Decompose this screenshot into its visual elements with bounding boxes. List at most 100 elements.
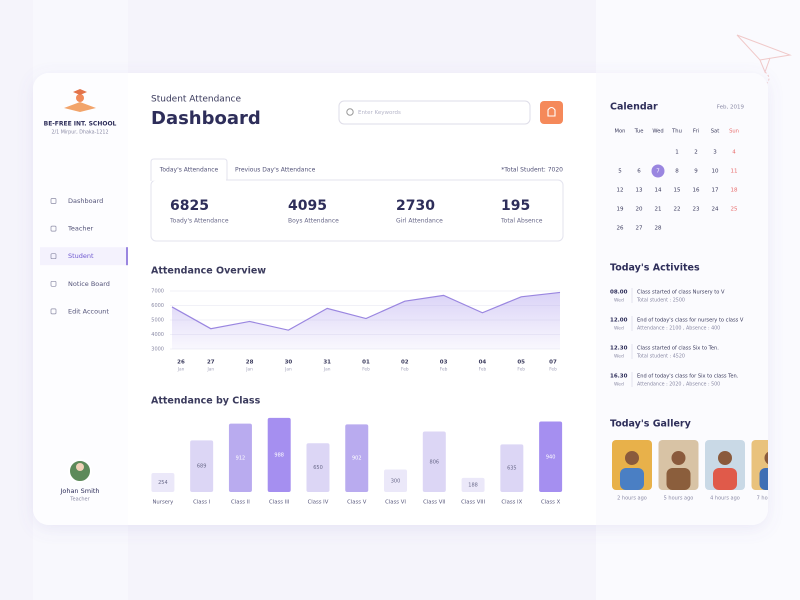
activity-day: Wed	[614, 382, 624, 388]
calendar-day[interactable]: 22	[674, 207, 681, 213]
calendar-day[interactable]: 13	[636, 188, 643, 194]
calendar-day[interactable]: 20	[636, 207, 643, 213]
value-label: 188	[468, 482, 478, 488]
x-tick-label: Class IV	[308, 500, 329, 506]
x-tick-label: 07	[549, 360, 557, 366]
stat-value: 4095	[288, 198, 327, 214]
x-tick-label: 02	[401, 360, 409, 366]
logo-book	[64, 102, 96, 112]
calendar-day[interactable]: 6	[637, 169, 641, 175]
total-students: *Total Student: 7020	[501, 167, 563, 174]
calendar-day[interactable]: 8	[675, 169, 679, 175]
activity-detail: Total student : 4520	[636, 354, 685, 360]
nav-icon	[50, 253, 57, 260]
x-tick-label: 01	[362, 360, 370, 366]
calendar-day[interactable]: 12	[617, 188, 624, 194]
x-tick-month: Jan	[245, 367, 253, 373]
activity-time: 16.30	[610, 374, 628, 380]
calendar-title: Calendar	[610, 102, 658, 113]
calendar-day[interactable]: 5	[618, 169, 622, 175]
calendar-day[interactable]: 24	[712, 207, 719, 213]
x-tick-month: Jan	[323, 367, 331, 373]
calendar-day[interactable]: 9	[694, 169, 698, 175]
calendar-day[interactable]: 1	[675, 150, 679, 156]
calendar-day[interactable]: 3	[713, 150, 717, 156]
line	[171, 291, 561, 331]
nav-item[interactable]: Student	[68, 252, 94, 260]
calendar-day[interactable]: 11	[731, 169, 738, 175]
value-label: 650	[313, 465, 323, 471]
x-tick-label: 05	[517, 360, 525, 366]
tab[interactable]: Previous Day's Attendance	[235, 167, 316, 174]
weekday: Fri	[693, 129, 699, 135]
value-label: 940	[546, 454, 556, 460]
x-tick-label: 30	[285, 360, 293, 366]
calendar-day[interactable]: 28	[655, 226, 662, 232]
bar	[461, 477, 485, 492]
calendar-day[interactable]: 14	[655, 188, 662, 194]
calendar-day[interactable]: 19	[617, 207, 624, 213]
nav-item[interactable]: Notice Board	[68, 280, 110, 288]
y-tick-label: 5000	[151, 318, 164, 324]
calendar-day[interactable]: 18	[731, 188, 738, 194]
x-tick-label: Class III	[269, 500, 290, 506]
tab[interactable]: Today's Attendance	[159, 167, 219, 174]
calendar-day[interactable]: 17	[712, 188, 719, 194]
bar	[306, 443, 330, 492]
y-tick-label: 3000	[151, 347, 164, 353]
bar	[345, 424, 369, 492]
nav-active-bar	[126, 247, 128, 266]
x-tick-label: Class VIII	[461, 500, 485, 506]
x-tick-label: Class V	[347, 500, 367, 506]
nav-item[interactable]: Dashboard	[68, 197, 103, 205]
stat-value: 195	[501, 198, 530, 214]
nav-active-bg	[40, 247, 128, 266]
gallery-figure-body	[759, 468, 768, 490]
sidebar	[33, 73, 128, 525]
chart-title: Attendance by Class	[151, 396, 261, 407]
value-label: 635	[507, 466, 517, 472]
x-tick-month: Feb	[440, 367, 448, 373]
gallery-figure	[718, 451, 732, 465]
x-tick-month: Feb	[517, 367, 525, 373]
stats-card	[150, 179, 564, 242]
nav-icon	[50, 198, 57, 204]
search-placeholder: Enter Keywords	[358, 110, 401, 116]
calendar-day[interactable]: 10	[712, 169, 719, 175]
calendar-day[interactable]: 4	[732, 150, 736, 156]
x-tick-label: Nursery	[152, 500, 173, 506]
calendar-day[interactable]: 7	[656, 169, 660, 175]
weekday: Thu	[671, 129, 682, 135]
stat-label: Girl Attendance	[396, 218, 443, 225]
calendar-day[interactable]: 25	[731, 207, 738, 213]
calendar-day[interactable]: 23	[693, 207, 700, 213]
gallery-figure-body	[620, 468, 644, 490]
activity-detail: Attendance : 2100 , Absence : 400	[637, 326, 720, 332]
nav-item[interactable]: Edit Account	[68, 307, 109, 315]
search-box[interactable]	[338, 100, 531, 125]
calendar-day[interactable]: 2	[694, 150, 698, 156]
search-icon	[346, 108, 354, 116]
value-label: 300	[391, 478, 401, 484]
x-tick-label: 31	[323, 360, 331, 366]
nav-item[interactable]: Teacher	[67, 225, 94, 233]
activity-day: Wed	[614, 326, 624, 332]
x-tick-month: Feb	[479, 367, 487, 373]
x-tick-label: Class VII	[423, 500, 446, 506]
calendar-day[interactable]: 21	[655, 207, 662, 213]
gallery-strip: 2 hours ago 5 hours ago 4 hours ago 7 hours…	[612, 440, 787, 502]
activities-title: Today's Activites	[610, 263, 700, 274]
calendar-day[interactable]: 15	[674, 188, 681, 194]
gallery-figure	[671, 451, 686, 465]
bar	[384, 469, 408, 492]
calendar-day[interactable]: 27	[636, 226, 643, 232]
chart-title: Attendance Overview	[151, 266, 266, 277]
activity-detail: Total student : 2500	[636, 298, 685, 304]
notification-button[interactable]	[540, 101, 563, 124]
gallery-caption: 7 hours ago	[757, 496, 787, 502]
calendar-day[interactable]: 16	[693, 188, 700, 194]
x-tick-month: Jan	[206, 367, 214, 373]
calendar-day[interactable]: 26	[617, 226, 624, 232]
